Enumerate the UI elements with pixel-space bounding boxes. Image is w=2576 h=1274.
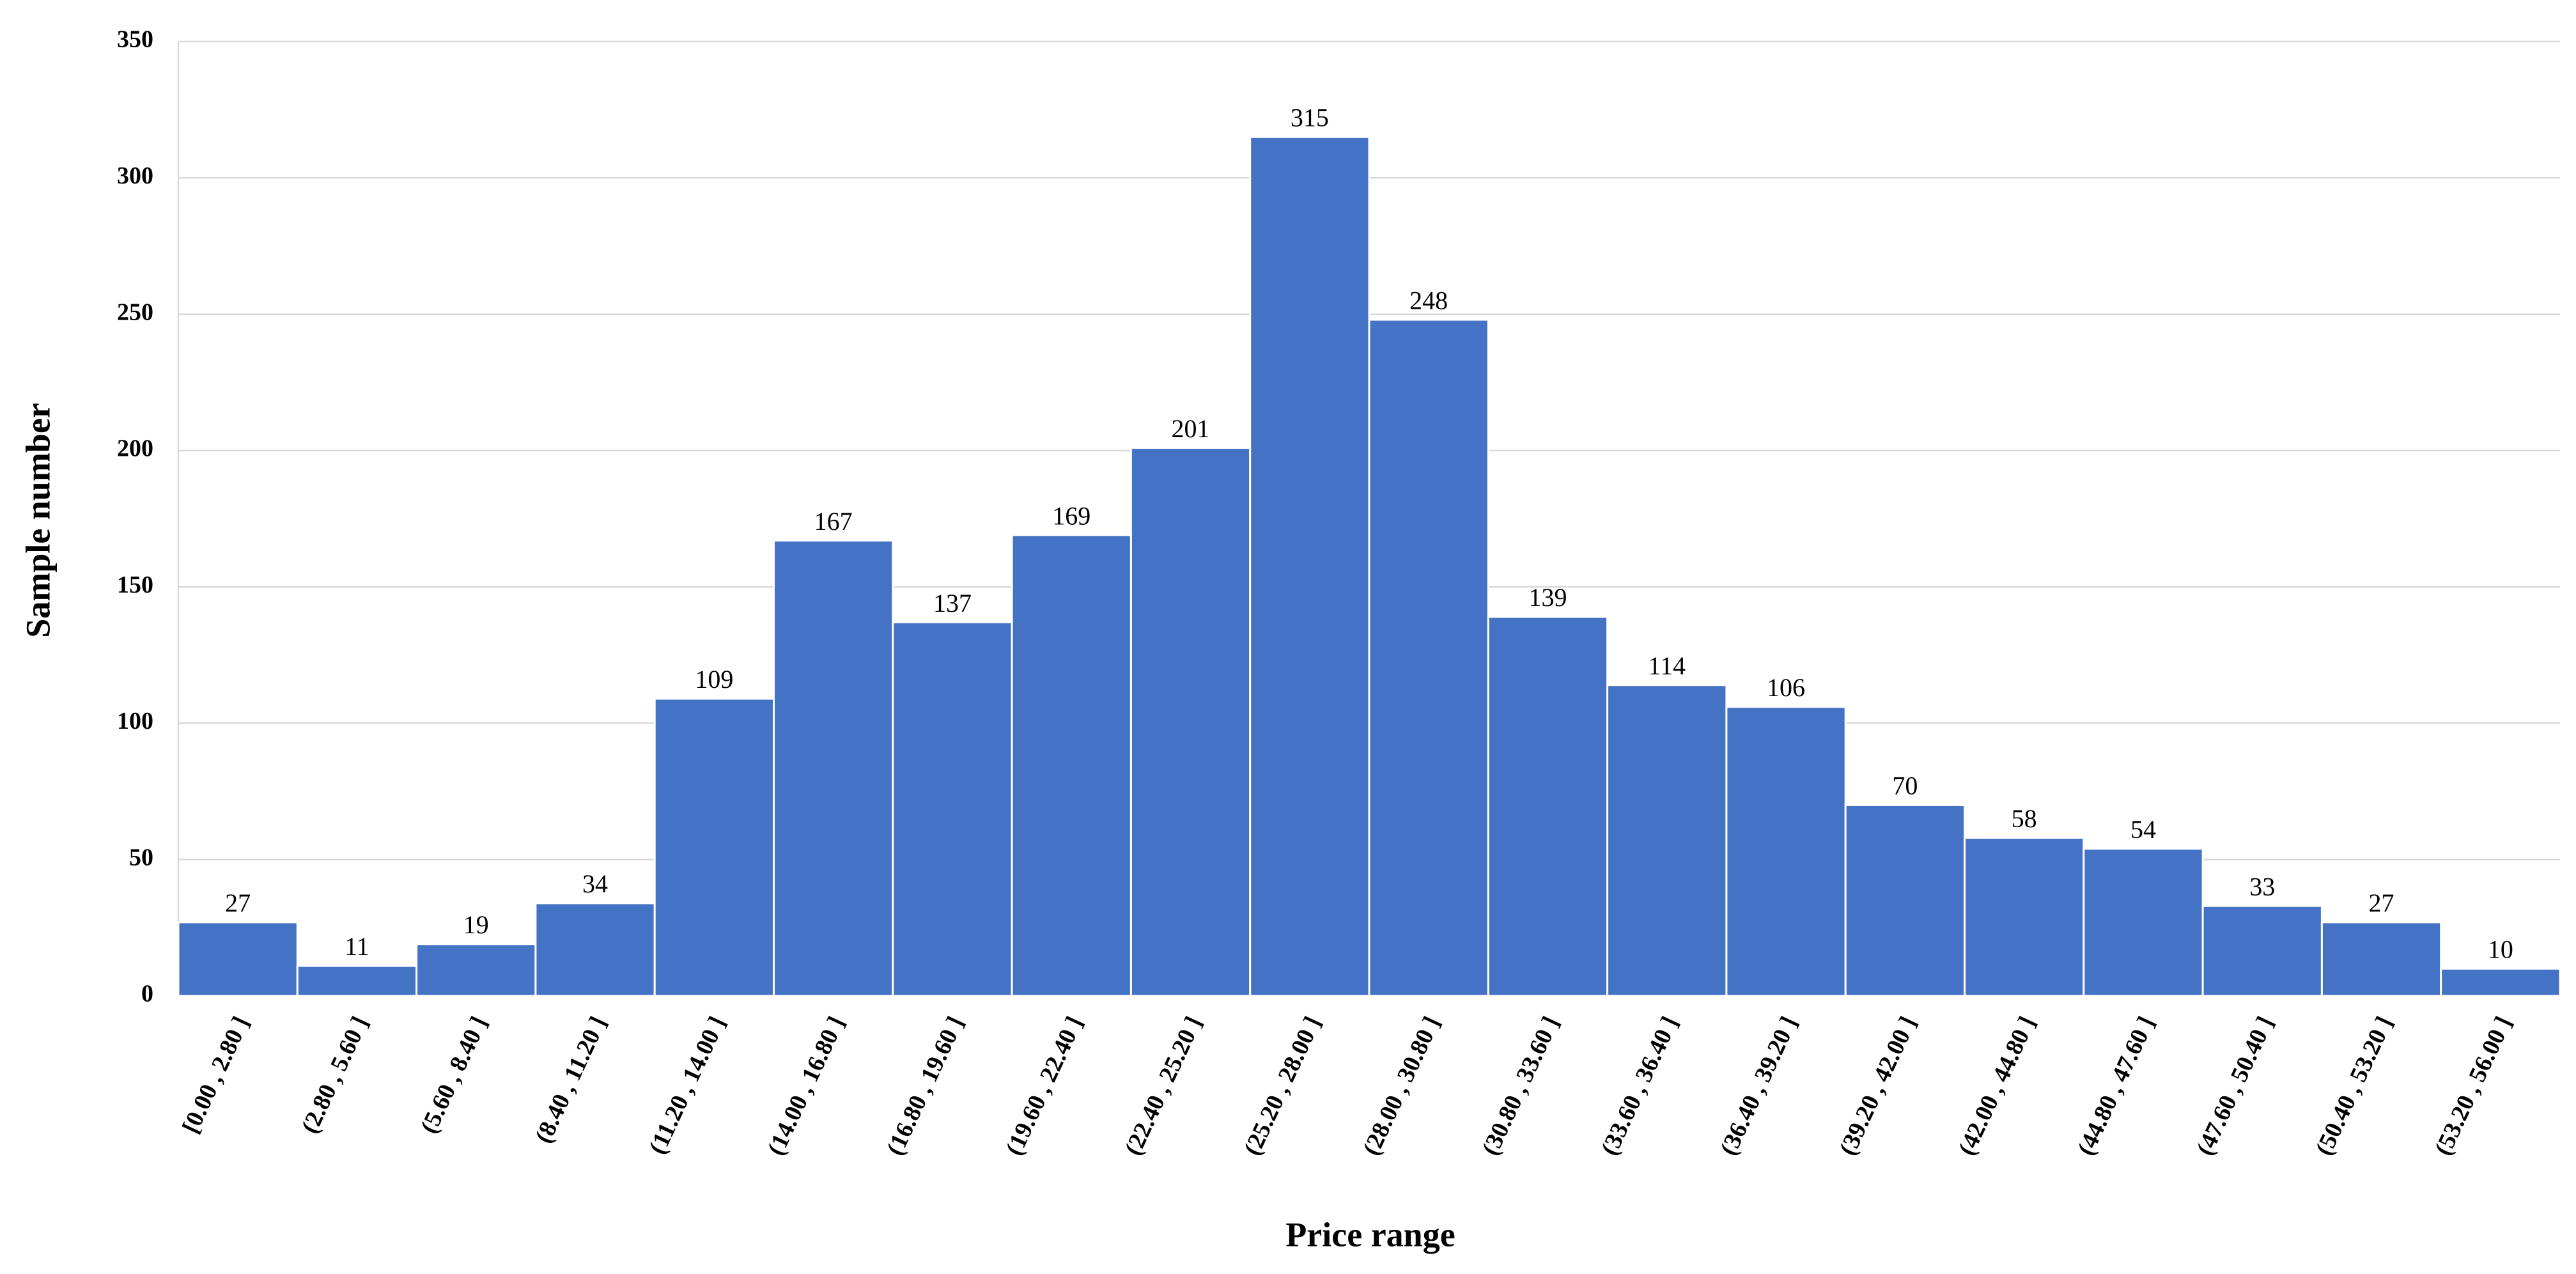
- bar: [1964, 837, 2085, 997]
- data-label: 54: [2130, 815, 2156, 844]
- x-tick-label: (16.80 , 19.60 ]: [881, 1013, 969, 1160]
- bar: [1249, 136, 1370, 997]
- data-label: 19: [463, 910, 489, 939]
- x-tick-label: (25.20 , 28.00 ]: [1239, 1013, 1326, 1160]
- data-label: 109: [695, 665, 733, 694]
- x-tick-label: (19.60 , 22.40 ]: [1000, 1013, 1088, 1160]
- x-tick-label: [0.00 , 2.80 ]: [177, 1013, 254, 1138]
- y-tick-label: 300: [117, 162, 153, 189]
- x-tick-label: (42.00 , 44.80 ]: [1953, 1013, 2041, 1160]
- bar: [1487, 616, 1609, 997]
- bar: [2320, 921, 2442, 997]
- data-label: 70: [1892, 772, 1918, 800]
- x-tick-label: (11.20 , 14.00 ]: [644, 1013, 731, 1158]
- bar: [1129, 447, 1252, 997]
- x-tick-label: (44.80 , 47.60 ]: [2072, 1013, 2160, 1160]
- x-tick-label: (2.80 , 5.60 ]: [296, 1013, 373, 1138]
- x-axis-title: Price range: [1285, 1215, 1455, 1254]
- data-label: 34: [582, 869, 608, 898]
- bar: [892, 621, 1013, 997]
- x-tick-label: (47.60 , 50.40 ]: [2191, 1013, 2279, 1160]
- x-tick-label: (50.40 , 53.20 ]: [2311, 1013, 2398, 1160]
- bar: [2083, 848, 2204, 997]
- bar: [1844, 804, 1966, 997]
- x-tick-label: (39.20 , 42.00 ]: [1834, 1013, 1921, 1160]
- data-label: 167: [814, 507, 853, 536]
- data-label: 169: [1052, 501, 1090, 530]
- y-tick-label: 50: [129, 844, 153, 871]
- x-tick-label: (36.40 , 39.20 ]: [1715, 1013, 1803, 1160]
- x-tick-label: (30.80 , 33.60 ]: [1477, 1013, 1564, 1160]
- data-label: 10: [2488, 935, 2513, 964]
- bar: [177, 921, 299, 997]
- bar: [1011, 534, 1132, 997]
- bar: [2201, 905, 2323, 997]
- bar: [2440, 967, 2561, 997]
- data-label: 201: [1172, 414, 1210, 443]
- y-tick-label: 0: [141, 981, 153, 1007]
- x-tick-label: (22.40 , 25.20 ]: [1120, 1013, 1207, 1160]
- x-tick-label: (8.40 , 11.20 ]: [530, 1013, 612, 1147]
- y-tick-label: 150: [117, 571, 153, 598]
- bar: [415, 943, 537, 997]
- bar: [1725, 706, 1847, 997]
- bar: [1606, 684, 1728, 997]
- bar: [1368, 318, 1489, 997]
- bar: [773, 540, 894, 997]
- x-tick-label: (5.60 , 8.40 ]: [415, 1013, 493, 1138]
- data-label: 11: [345, 932, 369, 961]
- data-label: 137: [933, 589, 972, 618]
- y-tick-label: 350: [117, 26, 153, 53]
- x-tick-label: (14.00 , 16.80 ]: [763, 1013, 850, 1160]
- x-tick-label: (33.60 , 36.40 ]: [1596, 1013, 1684, 1160]
- data-label: 248: [1409, 286, 1448, 315]
- bar: [296, 965, 418, 997]
- data-label: 106: [1767, 673, 1805, 702]
- bar: [534, 902, 656, 997]
- data-label: 27: [225, 889, 251, 917]
- data-label: 33: [2249, 872, 2275, 901]
- y-tick-label: 100: [117, 708, 153, 734]
- bar: [653, 697, 775, 997]
- data-label: 139: [1528, 583, 1567, 612]
- x-tick-label: (28.00 , 30.80 ]: [1358, 1013, 1445, 1160]
- x-tick-label: (53.20 , 56.00 ]: [2430, 1013, 2517, 1160]
- y-tick-label: 200: [117, 435, 153, 462]
- data-label: 27: [2369, 889, 2394, 917]
- data-label: 315: [1291, 103, 1329, 132]
- y-axis-title: Sample number: [19, 403, 57, 638]
- data-label: 58: [2012, 804, 2037, 833]
- data-label: 114: [1648, 651, 1686, 680]
- y-tick-label: 250: [117, 299, 153, 325]
